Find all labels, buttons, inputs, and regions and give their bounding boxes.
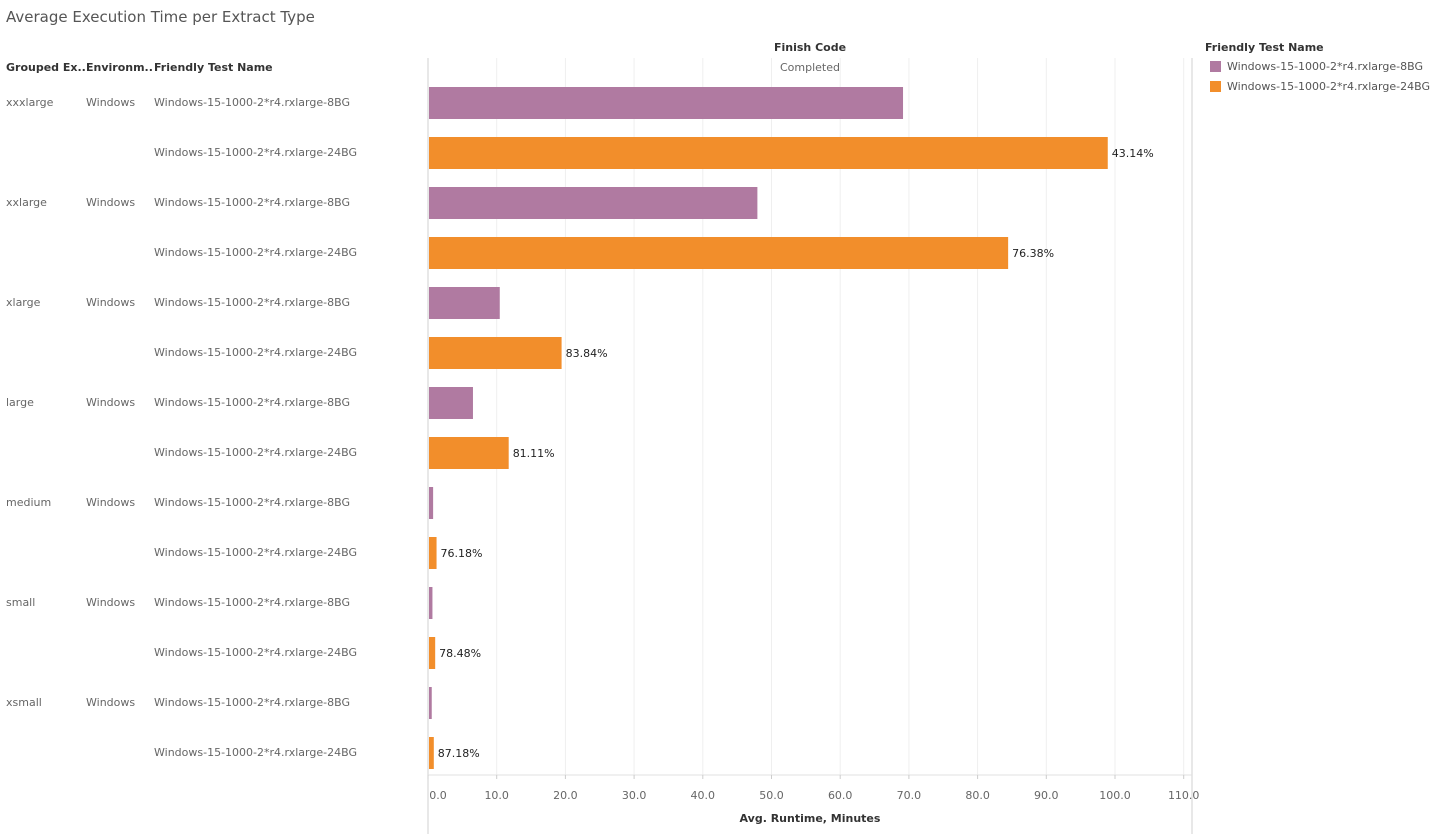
x-tick-label: 90.0 — [1034, 789, 1059, 802]
bar[interactable] — [429, 387, 473, 419]
data-label: 78.48% — [439, 647, 481, 660]
group-label: small — [6, 596, 36, 609]
data-label: 83.84% — [566, 347, 608, 360]
header-environment[interactable]: Environm.. — [86, 61, 153, 74]
bar[interactable] — [429, 87, 904, 119]
finish-code-title: Finish Code — [773, 41, 847, 54]
x-tick-label: 30.0 — [622, 789, 647, 802]
test-name-label: Windows-15-1000-2*r4.rxlarge-8BG — [154, 96, 350, 109]
test-name-label: Windows-15-1000-2*r4.rxlarge-8BG — [154, 196, 350, 209]
test-name-label: Windows-15-1000-2*r4.rxlarge-24BG — [154, 346, 357, 359]
bar[interactable] — [429, 687, 432, 719]
data-label: 76.38% — [1012, 247, 1054, 260]
bar[interactable] — [429, 287, 500, 319]
x-tick-label: 70.0 — [897, 789, 922, 802]
bar[interactable] — [429, 637, 436, 669]
environment-label: Windows — [86, 196, 136, 209]
legend-title: Friendly Test Name — [1205, 41, 1324, 54]
legend-label-24bg: Windows-15-1000-2*r4.rxlarge-24BG — [1227, 80, 1430, 93]
bar[interactable] — [429, 237, 1009, 269]
x-axis-title: Avg. Runtime, Minutes — [740, 812, 881, 825]
test-name-label: Windows-15-1000-2*r4.rxlarge-8BG — [154, 696, 350, 709]
x-tick-label: 110.0 — [1168, 789, 1200, 802]
data-label: 87.18% — [438, 747, 480, 760]
x-tick-label: 20.0 — [553, 789, 578, 802]
header-grouped-extract[interactable]: Grouped Ex.. — [6, 61, 86, 74]
test-name-label: Windows-15-1000-2*r4.rxlarge-24BG — [154, 546, 357, 559]
chart-title: Average Execution Time per Extract Type — [6, 8, 315, 26]
test-name-label: Windows-15-1000-2*r4.rxlarge-8BG — [154, 596, 350, 609]
group-label: xsmall — [6, 696, 42, 709]
legend-swatch-24bg — [1210, 81, 1221, 92]
legend-swatch-8bg — [1210, 61, 1221, 72]
bar[interactable] — [429, 487, 434, 519]
bar[interactable] — [429, 187, 758, 219]
environment-label: Windows — [86, 396, 136, 409]
x-tick-label: 40.0 — [691, 789, 716, 802]
environment-label: Windows — [86, 596, 136, 609]
bar[interactable] — [429, 587, 433, 619]
environment-label: Windows — [86, 96, 136, 109]
data-label: 81.11% — [513, 447, 555, 460]
test-name-label: Windows-15-1000-2*r4.rxlarge-24BG — [154, 146, 357, 159]
environment-label: Windows — [86, 696, 136, 709]
test-name-label: Windows-15-1000-2*r4.rxlarge-8BG — [154, 296, 350, 309]
group-label: xxxlarge — [6, 96, 54, 109]
legend-item-24bg[interactable]: Windows-15-1000-2*r4.rxlarge-24BG — [1210, 80, 1430, 93]
group-label: xlarge — [6, 296, 41, 309]
data-label: 76.18% — [441, 547, 483, 560]
test-name-label: Windows-15-1000-2*r4.rxlarge-8BG — [154, 396, 350, 409]
bar[interactable] — [429, 137, 1108, 169]
environment-label: Windows — [86, 496, 136, 509]
bar[interactable] — [429, 437, 509, 469]
group-label: large — [6, 396, 34, 409]
x-tick-label: 0.0 — [429, 789, 447, 802]
x-tick-label: 100.0 — [1099, 789, 1131, 802]
x-tick-label: 60.0 — [828, 789, 853, 802]
legend-label-8bg: Windows-15-1000-2*r4.rxlarge-8BG — [1227, 60, 1423, 73]
test-name-label: Windows-15-1000-2*r4.rxlarge-24BG — [154, 446, 357, 459]
environment-label: Windows — [86, 296, 136, 309]
legend-item-8bg[interactable]: Windows-15-1000-2*r4.rxlarge-8BG — [1210, 60, 1423, 73]
x-tick-label: 10.0 — [484, 789, 509, 802]
header-friendly-test-name[interactable]: Friendly Test Name — [154, 61, 273, 74]
test-name-label: Windows-15-1000-2*r4.rxlarge-8BG — [154, 496, 350, 509]
bar[interactable] — [429, 337, 562, 369]
bar[interactable] — [429, 737, 434, 769]
test-name-label: Windows-15-1000-2*r4.rxlarge-24BG — [154, 246, 357, 259]
group-label: medium — [6, 496, 52, 509]
test-name-label: Windows-15-1000-2*r4.rxlarge-24BG — [154, 746, 357, 759]
bar[interactable] — [429, 537, 437, 569]
group-label: xxlarge — [6, 196, 47, 209]
x-tick-label: 50.0 — [759, 789, 784, 802]
data-label: 43.14% — [1112, 147, 1154, 160]
finish-code-value: Completed — [780, 61, 840, 74]
test-name-label: Windows-15-1000-2*r4.rxlarge-24BG — [154, 646, 357, 659]
x-tick-label: 80.0 — [965, 789, 990, 802]
